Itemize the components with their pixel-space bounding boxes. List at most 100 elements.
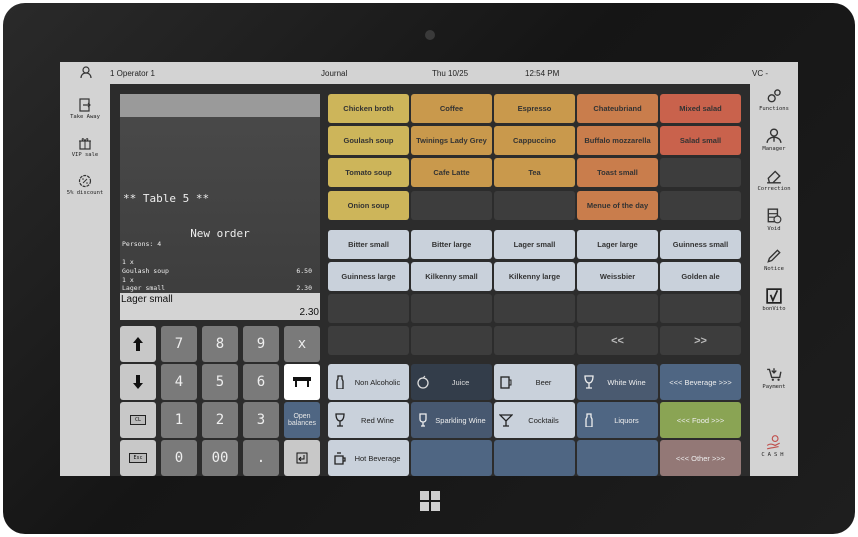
journal-label[interactable]: Journal xyxy=(321,69,348,78)
void-button[interactable]: Void xyxy=(750,208,798,232)
goulash-soup-button[interactable]: Goulash soup xyxy=(328,126,409,155)
sparkling-wine-button[interactable]: Sparkling Wine xyxy=(411,402,492,438)
cash-button[interactable]: CASH xyxy=(750,434,798,458)
receipt-persons: Persons: 4 xyxy=(122,240,162,248)
tea-button[interactable]: Tea xyxy=(494,158,575,187)
discount-button[interactable]: 5% discount xyxy=(60,174,110,196)
arrow-down-key[interactable] xyxy=(120,364,156,400)
windows-logo-icon[interactable] xyxy=(420,491,440,511)
functions-label: Functions xyxy=(759,106,789,112)
manager-label: Manager xyxy=(762,146,786,152)
juice-button[interactable]: Juice xyxy=(411,364,492,400)
category-label: <<< Other >>> xyxy=(675,453,726,463)
correction-button[interactable]: Correction xyxy=(750,168,798,192)
key-3[interactable]: 3 xyxy=(243,402,279,438)
cocktails-button[interactable]: Cocktails xyxy=(494,402,575,438)
cash-label: CASH xyxy=(761,452,787,458)
functions-button[interactable]: Functions xyxy=(750,88,798,112)
category-label: Liquors xyxy=(614,415,639,425)
clear-key[interactable]: CL xyxy=(120,402,156,438)
payment-button[interactable]: Payment xyxy=(750,366,798,390)
camera xyxy=(425,30,435,40)
checkbox-icon xyxy=(766,288,782,304)
open-balances-button[interactable]: Open balances xyxy=(284,402,320,438)
cappuccino-button[interactable]: Cappuccino xyxy=(494,126,575,155)
chicken-broth-button[interactable]: Chicken broth xyxy=(328,94,409,123)
tomato-soup-button[interactable]: Tomato soup xyxy=(328,158,409,187)
empty-button xyxy=(328,326,409,355)
receipt-title: New order xyxy=(190,227,250,240)
beer-button[interactable]: Beer xyxy=(494,364,575,400)
key-2[interactable]: 2 xyxy=(202,402,238,438)
key-9[interactable]: 9 xyxy=(243,326,279,362)
empty-button xyxy=(411,326,492,355)
kilkenny-small-button[interactable]: Kilkenny small xyxy=(411,262,492,291)
escape-key[interactable]: Esc xyxy=(120,440,156,476)
manager-button[interactable]: Manager xyxy=(750,128,798,152)
key-7[interactable]: 7 xyxy=(161,326,197,362)
selected-item-name: Lager small xyxy=(121,294,173,305)
menue-of-the-day-button[interactable]: Menue of the day xyxy=(577,191,658,220)
mixed-salad-button[interactable]: Mixed salad xyxy=(660,94,741,123)
cafe-latte-button[interactable]: Cafe Latte xyxy=(411,158,492,187)
operator-label[interactable]: 1 Operator 1 xyxy=(110,69,155,78)
category-label: White Wine xyxy=(607,377,646,387)
key-6[interactable]: 6 xyxy=(243,364,279,400)
table-button[interactable] xyxy=(284,364,320,400)
enter-key[interactable] xyxy=(284,440,320,476)
bitter-small-button[interactable]: Bitter small xyxy=(328,230,409,259)
notice-button[interactable]: Notice xyxy=(750,248,798,272)
-button[interactable]: << xyxy=(577,326,658,355)
lager-large-button[interactable]: Lager large xyxy=(577,230,658,259)
bonvito-button[interactable]: bonVito xyxy=(750,288,798,312)
empty-button xyxy=(660,294,741,323)
key-0[interactable]: 0 xyxy=(161,440,197,476)
key-x[interactable]: x xyxy=(284,326,320,362)
toast-small-button[interactable]: Toast small xyxy=(577,158,658,187)
category-label: Juice xyxy=(451,377,470,387)
key-00[interactable]: 00 xyxy=(202,440,238,476)
white-wine-button[interactable]: White Wine xyxy=(577,364,658,400)
lager-small-button[interactable]: Lager small xyxy=(494,230,575,259)
left-sidebar: Take Away VIP sale 5% discount xyxy=(60,84,110,476)
arrow-up-key[interactable] xyxy=(120,326,156,362)
-button[interactable]: >> xyxy=(660,326,741,355)
other-button[interactable]: <<< Other >>> xyxy=(660,440,741,476)
guinness-small-button[interactable]: Guinness small xyxy=(660,230,741,259)
beverage-button[interactable]: <<< Beverage >>> xyxy=(660,364,741,400)
table-icon xyxy=(293,377,311,387)
user-icon[interactable] xyxy=(80,66,92,79)
empty-button xyxy=(494,326,575,355)
key-4[interactable]: 4 xyxy=(161,364,197,400)
key-8[interactable]: 8 xyxy=(202,326,238,362)
category-label: Non Alcoholic xyxy=(354,377,401,387)
onion-soup-button[interactable]: Onion soup xyxy=(328,191,409,220)
notice-label: Notice xyxy=(764,266,784,272)
key-1[interactable]: 1 xyxy=(161,402,197,438)
hot-beverage-button[interactable]: Hot Beverage xyxy=(328,440,409,476)
category-label: <<< Beverage >>> xyxy=(669,377,732,387)
chateubriand-button[interactable]: Chateubriand xyxy=(577,94,658,123)
empty-button xyxy=(411,191,492,220)
weissbier-button[interactable]: Weissbier xyxy=(577,262,658,291)
vip-sale-button[interactable]: VIP sale xyxy=(60,136,110,158)
arrow-up-icon xyxy=(133,337,143,351)
kilkenny-large-button[interactable]: Kilkenny large xyxy=(494,262,575,291)
golden-ale-button[interactable]: Golden ale xyxy=(660,262,741,291)
liquors-button[interactable]: Liquors xyxy=(577,402,658,438)
bonvito-label: bonVito xyxy=(762,306,786,312)
twinings-lady-grey-button[interactable]: Twinings Lady Grey xyxy=(411,126,492,155)
coffee-button[interactable]: Coffee xyxy=(411,94,492,123)
key-.[interactable]: . xyxy=(243,440,279,476)
empty-button xyxy=(411,440,492,476)
salad-small-button[interactable]: Salad small xyxy=(660,126,741,155)
espresso-button[interactable]: Espresso xyxy=(494,94,575,123)
red-wine-button[interactable]: Red Wine xyxy=(328,402,409,438)
non-alcoholic-button[interactable]: Non Alcoholic xyxy=(328,364,409,400)
key-5[interactable]: 5 xyxy=(202,364,238,400)
bitter-large-button[interactable]: Bitter large xyxy=(411,230,492,259)
buffalo-mozzarella-button[interactable]: Buffalo mozzarella xyxy=(577,126,658,155)
food-button[interactable]: <<< Food >>> xyxy=(660,402,741,438)
take-away-button[interactable]: Take Away xyxy=(60,98,110,120)
guinness-large-button[interactable]: Guinness large xyxy=(328,262,409,291)
